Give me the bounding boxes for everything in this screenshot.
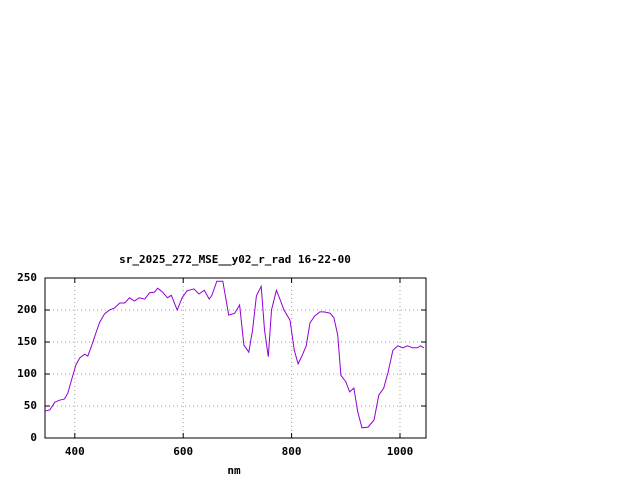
chart-title: sr_2025_272_MSE__y02_r_rad 16-22-00	[119, 253, 351, 266]
y-tick-label: 200	[17, 303, 37, 316]
x-tick-label: 400	[65, 445, 85, 458]
x-axis-label: nm	[227, 464, 241, 477]
y-tick-label: 100	[17, 367, 37, 380]
data-line	[44, 280, 425, 429]
y-tick-label: 0	[30, 431, 37, 444]
y-tick-label: 50	[24, 399, 37, 412]
y-tick-label: 250	[17, 271, 37, 284]
x-tick-label: 600	[173, 445, 193, 458]
y-tick-label: 150	[17, 335, 37, 348]
x-tick-label: 800	[282, 445, 302, 458]
plot-border	[44, 277, 427, 439]
x-tick-label: 1000	[387, 445, 414, 458]
